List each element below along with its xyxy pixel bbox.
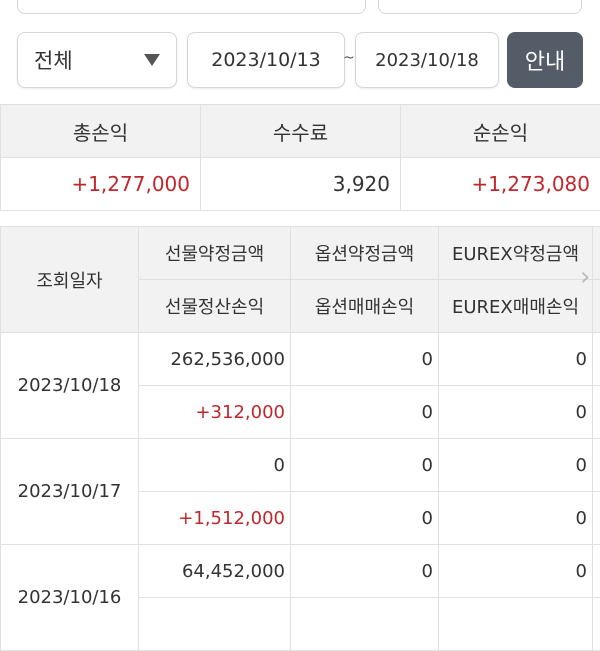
row-pnl-value: 0 [291,492,439,545]
total-pnl-header: 총손익 [1,105,201,158]
row-more-cell [593,333,600,386]
row-date: 2023/10/17 [1,439,139,545]
row-contract-value: 0 [291,439,439,492]
date-header: 조회일자 [1,227,139,333]
row-pnl-value [139,598,291,651]
row-pnl-value: +312,000 [139,386,291,439]
start-date-input[interactable]: 2023/10/13 [187,32,345,88]
options-trade-header: 옵션매매손익 [291,280,439,333]
options-contract-header: 옵션약정금액 [291,227,439,280]
fee-value: 3,920 [201,158,401,211]
futures-contract-header: 선물약정금액 [139,227,291,280]
type-select[interactable]: 전체 [17,32,177,88]
top-input-left[interactable] [17,0,366,14]
fee-header: 수수료 [201,105,401,158]
eurex-contract-header: EUREX약정금액 [439,227,593,280]
row-pnl-value: 0 [439,492,593,545]
row-date: 2023/10/18 [1,333,139,439]
row-more-cell [593,598,600,651]
row-date: 2023/10/16 [1,545,139,651]
net-pnl-header: 순손익 [401,105,600,158]
total-pnl-value: +1,277,000 [1,158,201,211]
row-contract-value: 0 [439,545,593,598]
end-date-input[interactable]: 2023/10/18 [355,32,499,88]
futures-settle-header: 선물정산손익 [139,280,291,333]
row-contract-value: 0 [439,333,593,386]
type-select-value: 전체 [34,45,73,75]
eurex-trade-header: EUREX매매손익 [439,280,593,333]
top-input-right[interactable] [378,0,582,14]
scroll-right-chevron-icon[interactable]: › [580,262,590,292]
row-more-cell [593,439,600,492]
row-contract-value: 0 [291,545,439,598]
row-contract-value: 0 [139,439,291,492]
row-pnl-value: +1,512,000 [139,492,291,545]
row-more-cell [593,386,600,439]
row-pnl-value: 0 [439,386,593,439]
row-contract-value: 0 [291,333,439,386]
row-more-cell [593,545,600,598]
row-contract-value: 0 [439,439,593,492]
dropdown-arrow-icon [144,54,160,66]
more-header [593,280,600,333]
row-more-cell [593,492,600,545]
row-pnl-value [291,598,439,651]
net-pnl-value: +1,273,080 [401,158,600,211]
date-separator: ~ [343,50,355,66]
guide-button[interactable]: 안내 [507,32,583,88]
row-pnl-value: 0 [291,386,439,439]
row-contract-value: 64,452,000 [139,545,291,598]
daily-table: 조회일자 선물약정금액 옵션약정금액 EUREX약정금액 선물정산손익 옵션매매… [0,226,600,651]
more-header [593,227,600,280]
row-pnl-value [439,598,593,651]
summary-table: 총손익 수수료 순손익 +1,277,000 3,920 +1,273,080 [0,104,600,211]
row-contract-value: 262,536,000 [139,333,291,386]
